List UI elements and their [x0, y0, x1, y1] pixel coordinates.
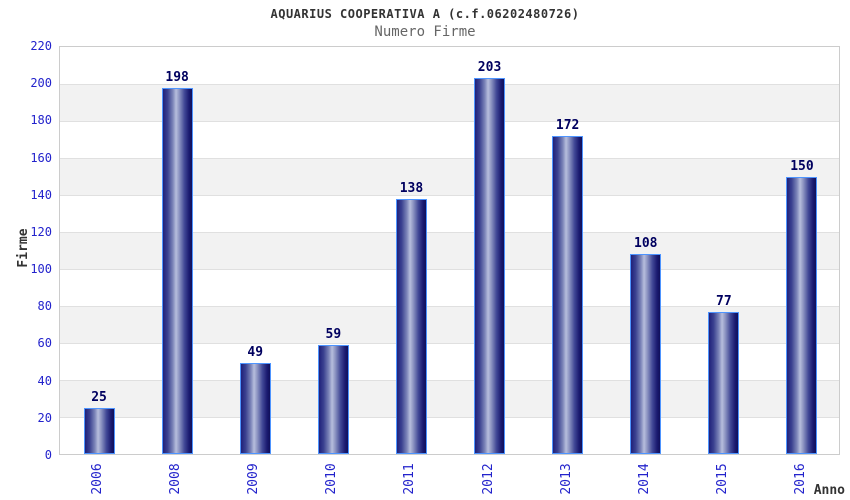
bar-2006	[83, 407, 115, 454]
bar-value-label: 150	[790, 158, 814, 174]
chart-subtitle: Numero Firme	[374, 24, 476, 40]
grid-band	[60, 343, 839, 380]
chart-title: AQUARIUS COOPERATIVA A (c.f.06202480726)	[270, 7, 580, 21]
y-tick-label: 220	[30, 39, 52, 53]
bar-2010	[317, 344, 349, 454]
y-tick-label: 180	[30, 113, 52, 128]
bar-value-label: 138	[399, 180, 424, 196]
bar-value-label: 49	[247, 345, 264, 361]
grid-band	[60, 121, 839, 158]
bar-value-label: 59	[325, 326, 342, 342]
bar-2009	[239, 363, 271, 454]
y-axis-title: Firme	[16, 228, 31, 268]
y-axis-tick-labels: 220 200 180 160 140 120 100 80 60 40 20 0	[0, 39, 52, 462]
x-tick-label: 2015	[714, 463, 730, 495]
bar-value-label: 172	[555, 117, 580, 133]
x-tick-label: 2016	[792, 463, 808, 495]
x-tick-label: 2013	[558, 463, 574, 495]
bar-value-label: 77	[716, 293, 732, 309]
y-tick-label: 40	[37, 373, 52, 388]
x-tick-label: 2006	[90, 463, 106, 495]
bar-2015	[708, 311, 740, 454]
y-tick-label: 100	[30, 262, 52, 277]
x-tick-label: 2012	[480, 463, 496, 495]
bar-2011	[395, 198, 427, 454]
y-tick-label: 20	[37, 410, 52, 425]
grid-band	[60, 195, 839, 232]
x-tick-label: 2009	[246, 463, 262, 495]
bar-2013	[552, 135, 584, 454]
y-tick-label: 80	[37, 299, 52, 314]
bar-value-label: 108	[634, 236, 658, 252]
y-tick-label: 140	[30, 187, 52, 202]
grid-band	[60, 269, 839, 306]
plot-area: 25 198 49 59 138 203 172 108 77 150	[59, 46, 840, 455]
y-tick-label: 120	[30, 224, 52, 239]
bar-2014	[630, 254, 662, 454]
bar-value-label: 198	[165, 69, 189, 85]
y-tick-label: 160	[30, 150, 52, 165]
x-tick-label: 2014	[636, 463, 652, 495]
x-axis-tick-labels: 2006 2008 2009 2010 2011 2012 2013 2014 2015 2016	[59, 455, 840, 500]
bar-value-label: 25	[91, 389, 107, 405]
grid-band	[60, 417, 839, 454]
y-tick-label: 200	[30, 76, 52, 91]
y-tick-label: 60	[37, 336, 52, 351]
bar-2016	[786, 176, 818, 454]
bar-2012	[474, 78, 506, 454]
x-tick-label: 2008	[168, 463, 184, 495]
y-tick-label: 0	[44, 448, 52, 462]
bar-2008	[161, 87, 193, 454]
x-tick-label: 2011	[402, 463, 418, 495]
bar-value-label: 203	[477, 60, 502, 76]
x-axis-title: Anno	[813, 483, 845, 498]
x-tick-label: 2010	[324, 463, 340, 495]
